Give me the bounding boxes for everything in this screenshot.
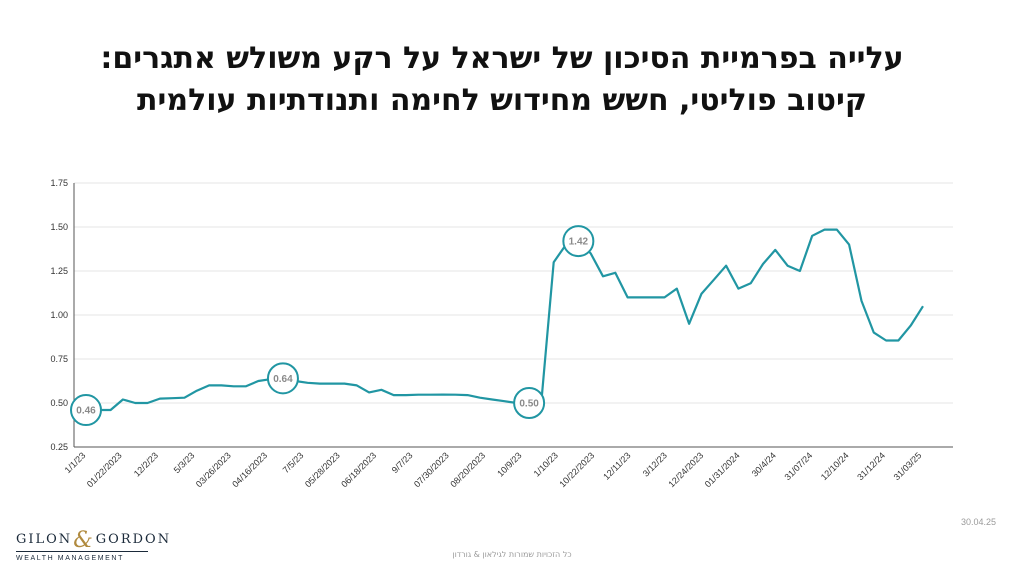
callout-circle xyxy=(513,387,546,419)
x-tick-label: 10/22/2023 xyxy=(557,450,596,489)
x-tick-label: 07/30/2023 xyxy=(412,450,451,489)
x-tick-label: 12/2/23 xyxy=(132,450,160,478)
x-tick-label: 08/20/2023 xyxy=(448,450,487,489)
y-tick-label: 0.50 xyxy=(50,398,68,408)
x-tick-label: 31/12/24 xyxy=(855,450,887,482)
y-tick-label: 0.25 xyxy=(50,442,68,452)
company-logo: GILON&GORDON WEALTH MANAGEMENT xyxy=(16,524,169,562)
callout-label: 0.50 xyxy=(519,399,539,410)
callout-label: 0.46 xyxy=(76,406,96,417)
x-tick-label: 5/3/23 xyxy=(172,450,197,475)
callout-circle xyxy=(266,362,299,395)
x-tick-label: 01/22/2023 xyxy=(85,450,124,489)
x-tick-label: 30/4/24 xyxy=(750,450,778,478)
x-tick-label: 01/31/2024 xyxy=(703,450,742,489)
logo-divider xyxy=(16,551,148,552)
logo-word-left: GILON xyxy=(16,532,73,547)
title-line-1: עלייה בפרמיית הסיכון של ישראל על רקע משו… xyxy=(100,41,904,76)
y-tick-label: 1.75 xyxy=(50,178,68,188)
x-tick-label: 04/16/2023 xyxy=(230,450,269,489)
y-tick-label: 1.50 xyxy=(50,222,68,232)
slide-date: 30.04.25 xyxy=(960,517,996,527)
x-tick-label: 12/24/2023 xyxy=(666,450,705,489)
y-tick-label: 0.75 xyxy=(50,354,68,364)
series-line xyxy=(86,228,924,412)
title-line-2: קיטוב פוליטי, חשש מחידוש לחימה ותנודתיות… xyxy=(137,83,867,118)
x-tick-label: 31/07/24 xyxy=(783,450,815,482)
callout-circle xyxy=(562,225,595,258)
x-tick-label: 03/26/2023 xyxy=(194,450,233,489)
logo-word-right: GORDON xyxy=(95,532,172,547)
x-tick-label: 31/03/25 xyxy=(892,450,924,482)
x-tick-label: 12/10/24 xyxy=(819,450,851,482)
logo-ampersand: & xyxy=(73,528,95,553)
logo-tagline: WEALTH MANAGEMENT xyxy=(16,555,124,562)
copyright-footer: כל הזכויות שמורות לגילאון & גורדון xyxy=(452,550,572,559)
x-tick-label: 05/28/2023 xyxy=(303,450,342,489)
y-tick-label: 1.25 xyxy=(50,266,68,276)
callout-circle xyxy=(70,394,102,427)
slide-title: עלייה בפרמיית הסיכון של ישראל על רקע משו… xyxy=(40,38,964,122)
x-tick-label: 9/7/23 xyxy=(390,450,415,475)
callout-label: 1.42 xyxy=(569,237,589,248)
x-tick-label: 7/5/23 xyxy=(281,450,306,475)
x-tick-label: 1/10/23 xyxy=(532,450,560,478)
x-tick-label: 06/18/2023 xyxy=(339,450,378,489)
y-tick-label: 1.00 xyxy=(50,310,68,320)
x-tick-label: 1/1/23 xyxy=(63,450,88,475)
x-tick-label: 12/11/23 xyxy=(601,450,632,481)
callout-label: 0.64 xyxy=(273,374,293,385)
x-tick-label: 10/9/23 xyxy=(495,450,523,478)
x-tick-label: 3/12/23 xyxy=(641,450,669,478)
logo-wordmark: GILON&GORDON xyxy=(16,524,169,553)
